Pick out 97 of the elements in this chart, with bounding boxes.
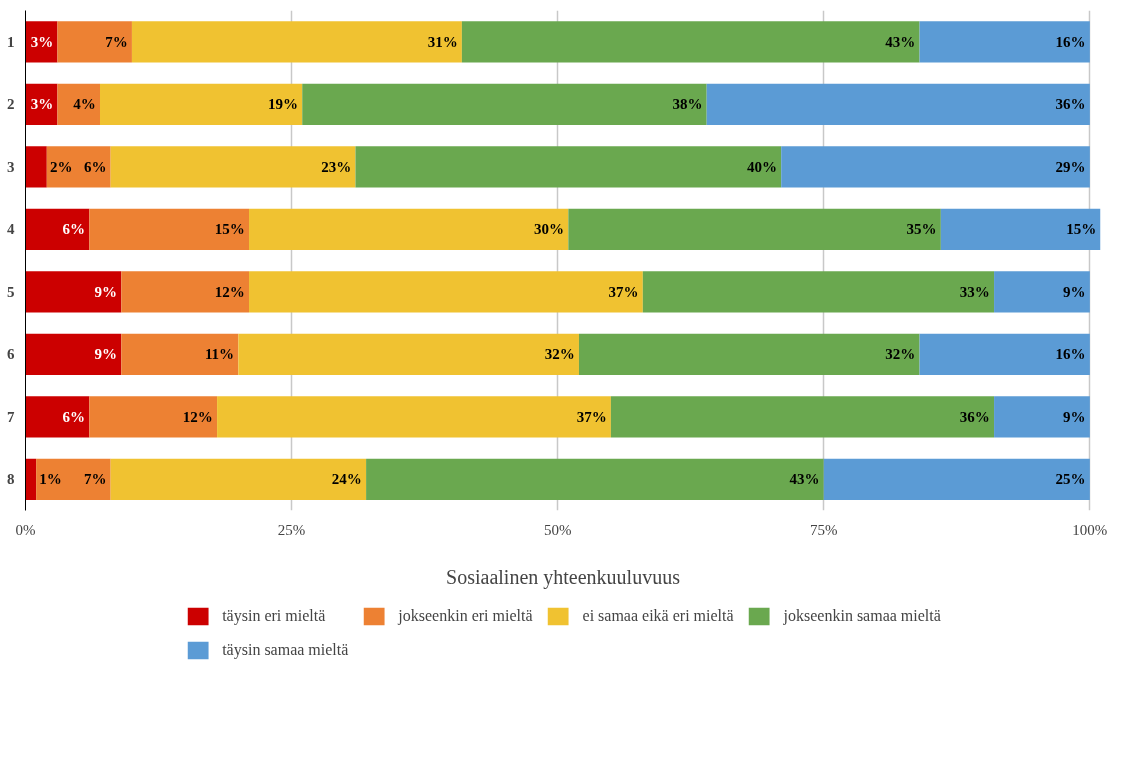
bar [46, 146, 111, 188]
bar [100, 83, 303, 125]
x-tick-label: 100% [1072, 521, 1108, 538]
bar [461, 21, 920, 63]
data-label: 7% [105, 33, 128, 50]
bar [25, 333, 122, 375]
x-tick-label: 50% [543, 521, 572, 538]
data-label: 19% [267, 96, 298, 113]
bar [706, 83, 1090, 125]
bar [131, 21, 462, 63]
data-label: 4% [73, 96, 96, 113]
bar [89, 396, 218, 438]
bar [823, 458, 1090, 500]
data-label: 12% [182, 408, 213, 425]
legend-label: täysin eri mieltä [222, 606, 326, 625]
data-label: 3% [30, 96, 54, 113]
bar [121, 271, 250, 313]
legend-label: täysin samaa mieltä [222, 640, 349, 659]
bar [110, 146, 356, 188]
bar [610, 396, 995, 438]
data-label: 15% [1066, 221, 1097, 238]
y-tick-label: 7 [7, 408, 15, 425]
bar [57, 83, 100, 125]
x-tick-label: 25% [277, 521, 306, 538]
bar [578, 333, 920, 375]
y-tick-label: 4 [7, 221, 15, 238]
data-label: 6% [62, 221, 86, 238]
bar [781, 146, 1090, 188]
data-label: 25% [1055, 471, 1086, 488]
data-label: 24% [331, 471, 362, 488]
bar [25, 396, 90, 438]
data-label: 3% [30, 33, 54, 50]
data-label: 1% [39, 471, 62, 488]
data-label: 6% [62, 408, 86, 425]
legend-label: ei samaa eikä eri mieltä [582, 606, 734, 625]
y-tick-label: 3 [7, 158, 15, 175]
bar [302, 83, 707, 125]
x-tick-label: 0% [15, 521, 36, 538]
bar [994, 271, 1090, 313]
data-label: 33% [959, 283, 990, 300]
data-label: 23% [321, 158, 352, 175]
data-label: 9% [1063, 408, 1086, 425]
data-label: 9% [94, 346, 118, 363]
bar [568, 208, 941, 250]
legend-label: jokseenkin eri mieltä [398, 606, 533, 625]
bar [36, 458, 111, 500]
legend-label: jokseenkin samaa mieltä [783, 606, 941, 625]
y-tick-label: 6 [7, 346, 15, 363]
data-label: 9% [1063, 283, 1086, 300]
bar [110, 458, 367, 500]
data-label: 35% [906, 221, 937, 238]
bar [89, 208, 250, 250]
bar [355, 146, 782, 188]
data-label: 15% [214, 221, 245, 238]
x-axis-title: Sosiaalinen yhteenkuuluvuus [446, 565, 681, 589]
data-label: 16% [1055, 346, 1086, 363]
bar [238, 333, 579, 375]
data-label: 36% [1055, 96, 1086, 113]
data-label: 6% [83, 158, 107, 175]
data-label: 31% [427, 33, 458, 50]
data-label: 32% [544, 346, 575, 363]
y-tick-label: 1 [7, 33, 15, 50]
data-label: 11% [204, 346, 235, 363]
data-label: 37% [608, 283, 639, 300]
bar [994, 396, 1090, 438]
bar [25, 146, 47, 188]
y-tick-label: 2 [7, 96, 15, 113]
data-label: 38% [672, 96, 703, 113]
bar [25, 208, 90, 250]
bar [57, 21, 132, 63]
data-label: 29% [1055, 158, 1086, 175]
data-label: 37% [576, 408, 607, 425]
bar [940, 208, 1101, 250]
data-label: 2% [49, 158, 73, 175]
bar [366, 458, 824, 500]
bar [642, 271, 995, 313]
data-label: 43% [789, 471, 820, 488]
bar [249, 271, 643, 313]
data-label: 9% [94, 283, 118, 300]
data-label: 7% [83, 471, 107, 488]
bar [249, 208, 569, 250]
y-tick-label: 8 [7, 471, 15, 488]
bar [25, 271, 122, 313]
bar [919, 333, 1090, 375]
data-label: 12% [214, 283, 245, 300]
bar [217, 396, 611, 438]
data-label: 32% [885, 346, 916, 363]
data-label: 30% [534, 221, 565, 238]
bar [121, 333, 239, 375]
data-label: 36% [959, 408, 990, 425]
data-label: 16% [1055, 33, 1086, 50]
bar [919, 21, 1090, 63]
data-label: 43% [885, 33, 916, 50]
y-tick-label: 5 [7, 283, 15, 300]
data-label: 40% [746, 158, 777, 175]
x-tick-label: 75% [810, 521, 838, 538]
bar [25, 458, 37, 500]
